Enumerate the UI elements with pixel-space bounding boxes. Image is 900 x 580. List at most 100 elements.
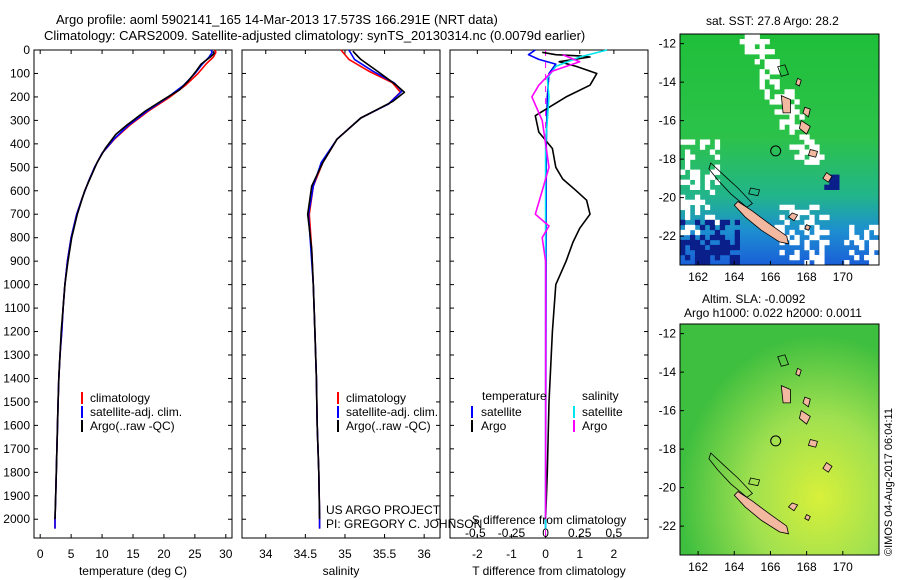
cloud-pixel (694, 184, 701, 190)
cloud-pixel (789, 254, 795, 261)
cloud-pixel (764, 94, 770, 100)
sla-field (680, 324, 879, 555)
cold-pixel (729, 254, 736, 261)
cloud-pixel (814, 229, 820, 236)
cloud-pixel (754, 49, 760, 55)
island (804, 224, 811, 231)
y-tick-label: 2000 (3, 512, 30, 526)
cloud-pixel (739, 39, 745, 45)
cloud-pixel (789, 119, 795, 125)
cloud-pixel (749, 34, 755, 40)
temperature-legend: climatology satellite-adj. clim. Argo(..… (81, 391, 182, 433)
x-tick-label: 2 (611, 547, 618, 561)
sst-map-frame (679, 33, 880, 266)
cold-pixel (709, 219, 716, 226)
cold-pixel (724, 249, 731, 256)
island (822, 462, 833, 473)
lon-tick-label: 164 (724, 560, 744, 574)
sla-map-title-2: Argo h1000: 0.022 h2000: 0.0011 (684, 306, 862, 320)
cold-pixel (680, 244, 686, 251)
cloud-pixel (824, 239, 830, 246)
cloud-pixel (689, 154, 696, 160)
cloud-pixel (799, 114, 805, 120)
cloud-pixel (694, 209, 701, 216)
cloud-pixel (869, 244, 875, 251)
cloud-pixel (814, 224, 820, 231)
cloud-pixel (684, 224, 691, 231)
cloud-pixel (749, 44, 755, 50)
series-line-satellite-adj-clim- (54, 49, 213, 529)
cloud-pixel (809, 154, 815, 160)
cloud-pixel (714, 139, 721, 145)
cloud-pixel (759, 69, 765, 75)
cold-pixel (680, 219, 686, 226)
cloud-pixel (809, 139, 815, 145)
island (787, 502, 799, 512)
cold-pixel (704, 259, 711, 266)
cloud-pixel (684, 179, 691, 185)
legend-label-t-argo: Argo (481, 419, 507, 433)
x-tick-label: 30 (219, 547, 233, 561)
cloud-pixel (794, 239, 800, 246)
cloud-pixel (869, 249, 875, 256)
cloud-pixel (819, 229, 825, 236)
cloud-pixel (704, 139, 711, 145)
cold-pixel (689, 234, 696, 241)
cold-pixel (824, 184, 830, 190)
series-line-climatology (308, 49, 402, 529)
cloud-pixel (684, 214, 691, 221)
island (795, 77, 802, 87)
cloud-pixel (804, 134, 810, 140)
y-tick-label: 1300 (3, 348, 30, 362)
cloud-pixel (759, 74, 765, 80)
cold-pixel (734, 229, 740, 236)
cold-pixel (719, 244, 726, 251)
legend-label-argo: Argo(..raw -QC) (90, 419, 175, 433)
cloud-pixel (714, 144, 721, 150)
cloud-pixel (789, 89, 795, 95)
cold-pixel (694, 249, 701, 256)
cloud-pixel (749, 39, 755, 45)
lat-tick-label: -16 (659, 114, 677, 128)
cloud-pixel (680, 139, 686, 145)
cloud-pixel (680, 204, 686, 211)
cloud-pixel (794, 249, 800, 256)
cold-pixel (709, 234, 716, 241)
lat-tick-label: -12 (659, 327, 677, 341)
legend-label-t-satellite: satellite (481, 405, 522, 419)
sla-map-frame (679, 323, 880, 556)
cloud-pixel (774, 109, 780, 115)
cloud-pixel (874, 224, 880, 231)
cloud-pixel (769, 49, 775, 55)
cloud-pixel (849, 249, 855, 256)
temperature-chart: 0100200300400500600700800900100011001200… (3, 43, 233, 561)
cloud-pixel (849, 224, 855, 231)
cold-pixel (694, 259, 701, 266)
t-difference-xlabel: T difference from climatology (472, 564, 626, 578)
cloud-pixel (689, 224, 696, 231)
pi-annotation: PI: GREGORY C. JOHNSON (326, 517, 482, 531)
cloud-pixel (844, 259, 850, 266)
cloud-pixel (684, 159, 691, 165)
cold-pixel (734, 254, 740, 261)
cold-pixel (699, 249, 706, 256)
lat-tick-label: -14 (659, 75, 677, 89)
cloud-pixel (824, 214, 830, 221)
cloud-pixel (774, 224, 780, 231)
cold-pixel (719, 224, 726, 231)
x-tick-label: 10 (95, 547, 109, 561)
cold-pixel (699, 224, 706, 231)
cloud-pixel (769, 69, 775, 75)
s-tick-label: 0.25 (568, 526, 592, 540)
cloud-pixel (684, 199, 691, 206)
cloud-pixel (814, 259, 820, 266)
cloud-pixel (689, 139, 696, 145)
y-tick-label: 1700 (3, 442, 30, 456)
cold-pixel (699, 254, 706, 261)
x-tick-label: 25 (188, 547, 202, 561)
cloud-pixel (779, 119, 785, 125)
cloud-pixel (759, 54, 765, 60)
cloud-pixel (764, 74, 770, 80)
cold-pixel (719, 219, 726, 226)
cloud-pixel (779, 109, 785, 115)
